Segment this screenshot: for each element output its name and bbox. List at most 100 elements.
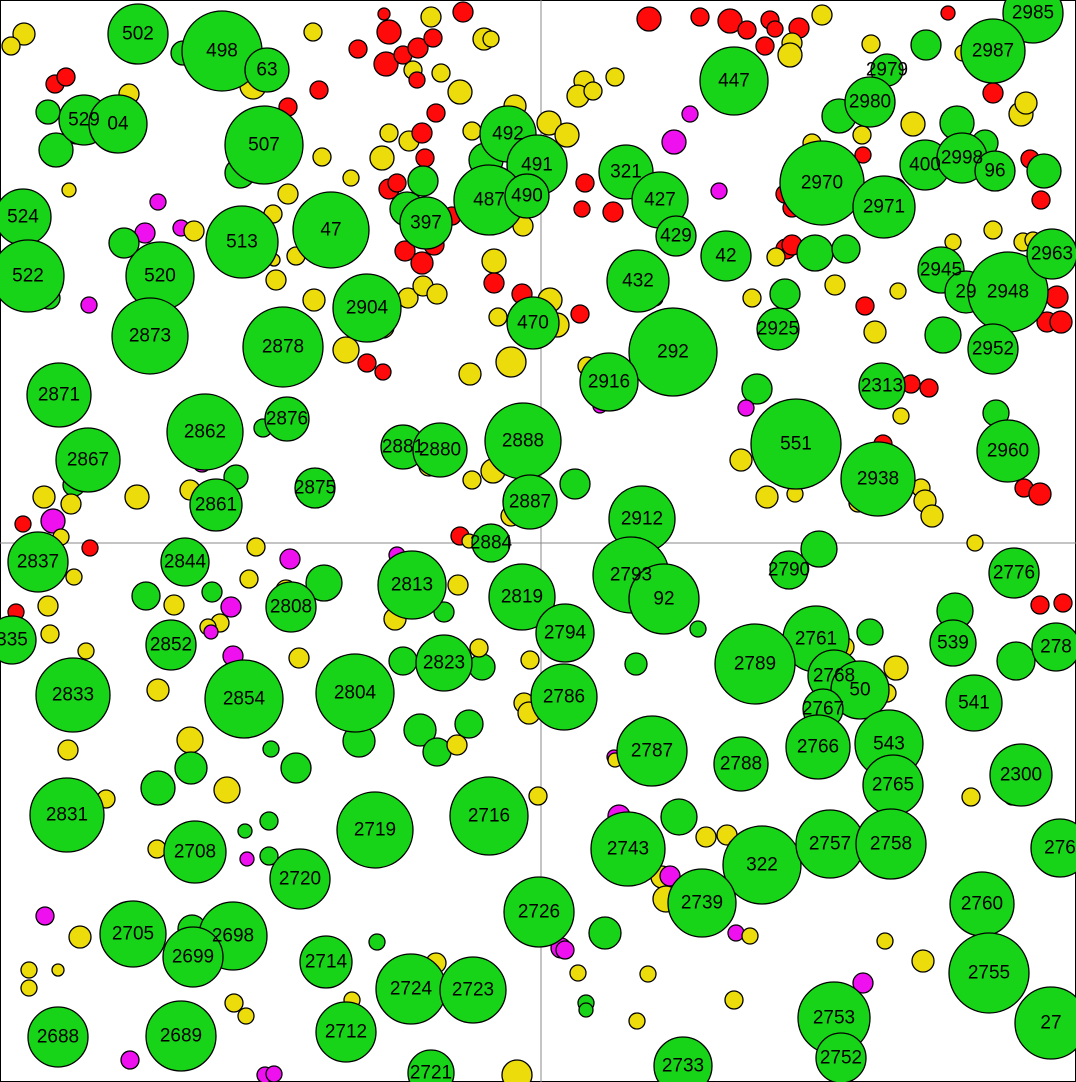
green-node[interactable] (305, 564, 343, 602)
node-2854[interactable] (204, 659, 284, 739)
node-276[interactable] (1030, 818, 1076, 878)
red-node[interactable] (81, 539, 99, 557)
green-node[interactable] (689, 620, 707, 638)
node-2971[interactable] (852, 175, 916, 239)
yellow-node[interactable] (213, 776, 241, 804)
red-node[interactable] (373, 51, 399, 77)
node-2880[interactable] (412, 422, 468, 478)
red-node[interactable] (377, 7, 391, 21)
yellow-node[interactable] (766, 247, 786, 267)
node-42[interactable] (700, 230, 752, 282)
yellow-node[interactable] (469, 638, 489, 658)
magenta-node[interactable] (40, 508, 66, 534)
node-2861[interactable] (189, 478, 243, 532)
node-2313[interactable] (858, 362, 906, 410)
red-node[interactable] (1053, 593, 1073, 613)
node-2878[interactable] (242, 306, 324, 388)
green-node[interactable] (660, 798, 698, 836)
yellow-node[interactable] (379, 123, 399, 143)
yellow-node[interactable] (183, 220, 205, 242)
yellow-node[interactable] (569, 964, 587, 982)
yellow-node[interactable] (729, 448, 753, 472)
node-470[interactable] (506, 296, 560, 350)
yellow-node[interactable] (12, 22, 36, 46)
green-node[interactable] (201, 581, 223, 603)
yellow-node[interactable] (32, 485, 56, 509)
red-node[interactable] (374, 363, 392, 381)
green-node[interactable] (468, 653, 496, 681)
green-node[interactable] (131, 581, 161, 611)
node-2819[interactable] (488, 563, 556, 631)
yellow-node[interactable] (900, 111, 926, 137)
node-2716[interactable] (449, 776, 529, 856)
yellow-node[interactable] (481, 248, 507, 274)
yellow-node[interactable] (312, 147, 332, 167)
node-2873[interactable] (111, 297, 189, 375)
node-2876[interactable] (264, 396, 310, 442)
red-node[interactable] (636, 6, 662, 32)
yellow-node[interactable] (863, 320, 887, 344)
red-node[interactable] (573, 200, 591, 218)
magenta-node[interactable] (80, 296, 98, 314)
magenta-node[interactable] (149, 193, 167, 211)
green-node[interactable] (454, 709, 484, 739)
node-2925[interactable] (756, 307, 800, 351)
yellow-node[interactable] (889, 282, 907, 300)
green-node[interactable] (769, 278, 801, 310)
yellow-node[interactable] (861, 34, 881, 54)
yellow-node[interactable] (426, 283, 448, 305)
node-2733[interactable] (653, 1036, 713, 1082)
node-2875[interactable] (294, 467, 336, 509)
magenta-node[interactable] (120, 1050, 140, 1070)
yellow-node[interactable] (892, 407, 910, 425)
node-27[interactable] (1014, 986, 1076, 1060)
node-2688[interactable] (27, 1006, 89, 1068)
yellow-node[interactable] (246, 537, 266, 557)
node-2884[interactable] (471, 523, 511, 563)
magenta-node[interactable] (710, 182, 728, 200)
yellow-node[interactable] (431, 63, 451, 83)
green-node[interactable] (174, 751, 208, 785)
node-92[interactable] (628, 563, 700, 635)
green-node[interactable] (280, 752, 312, 784)
green-node[interactable] (996, 641, 1036, 681)
green-node[interactable] (388, 646, 418, 676)
red-node[interactable] (376, 19, 402, 45)
node-2867[interactable] (55, 427, 121, 493)
red-node[interactable] (737, 20, 757, 40)
magenta-node[interactable] (852, 972, 874, 994)
yellow-node[interactable] (37, 595, 59, 617)
node-2719[interactable] (336, 791, 414, 869)
red-node[interactable] (755, 36, 775, 56)
node-322[interactable] (722, 825, 802, 905)
node-04[interactable] (88, 94, 148, 154)
green-node[interactable] (856, 618, 884, 646)
yellow-node[interactable] (40, 624, 60, 644)
green-node[interactable] (588, 916, 622, 950)
red-node[interactable] (940, 5, 956, 21)
yellow-node[interactable] (20, 961, 38, 979)
node-63[interactable] (244, 47, 290, 93)
node-2813[interactable] (377, 550, 447, 620)
yellow-node[interactable] (983, 220, 1003, 240)
yellow-node[interactable] (277, 183, 299, 205)
red-node[interactable] (426, 103, 446, 123)
green-node[interactable] (624, 652, 648, 676)
red-node[interactable] (411, 122, 433, 144)
node-551[interactable] (750, 398, 842, 490)
green-node[interactable] (35, 99, 61, 125)
node-278[interactable] (1031, 622, 1076, 672)
node-2739[interactable] (667, 868, 737, 938)
red-node[interactable] (348, 39, 368, 59)
yellow-node[interactable] (462, 470, 482, 490)
yellow-node[interactable] (146, 678, 170, 702)
yellow-node[interactable] (288, 647, 310, 669)
red-node[interactable] (1031, 190, 1051, 210)
yellow-node[interactable] (536, 110, 562, 136)
node-490[interactable] (504, 173, 550, 219)
node-2705[interactable] (99, 900, 167, 968)
red-node[interactable] (919, 378, 939, 398)
yellow-node[interactable] (876, 932, 894, 950)
node-2790[interactable] (769, 550, 809, 590)
